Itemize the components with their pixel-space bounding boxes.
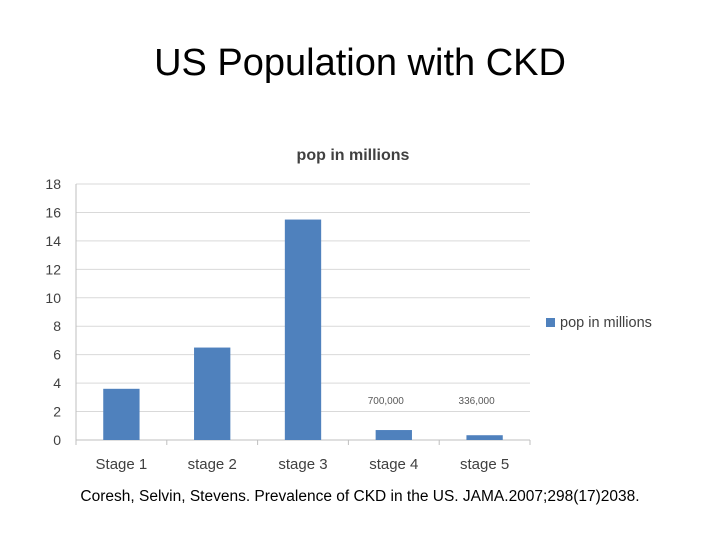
x-tick-label: Stage 1: [96, 456, 148, 473]
y-tick-label: 12: [45, 261, 61, 277]
annotation-label: 336,000: [459, 396, 496, 407]
y-tick-label: 8: [53, 318, 61, 334]
y-tick-label: 4: [53, 375, 61, 391]
legend-label: pop in millions: [560, 315, 652, 331]
chart-title: pop in millions: [297, 147, 410, 164]
x-tick-label: stage 2: [188, 456, 237, 473]
x-tick-label: stage 4: [369, 456, 418, 473]
y-tick-label: 18: [45, 176, 61, 192]
bar-stage-5: [466, 435, 503, 440]
chart-container: pop in millions 0 2 4 6 8 10 12 14 16 18 Stage 1 sta…: [36, 132, 686, 482]
slide-title: US Population with CKD: [154, 42, 566, 84]
legend-swatch: [546, 318, 555, 327]
bar-stage-4: [375, 430, 412, 440]
y-tick-label: 2: [53, 404, 61, 420]
x-tick-label: stage 5: [460, 456, 509, 473]
x-tick-label: stage 3: [278, 456, 327, 473]
y-tick-label: 16: [45, 204, 61, 220]
y-tick-label: 10: [45, 290, 61, 306]
y-tick-label: 14: [45, 233, 61, 249]
annotation-label: 700,000: [368, 396, 405, 407]
bar-chart: pop in millions 0 2 4 6 8 10 12 14 16 18 Stage 1 sta…: [45, 147, 652, 473]
citation: Coresh, Selvin, Stevens. Prevalence of C…: [80, 488, 640, 505]
bar-stage-2: [194, 347, 231, 440]
bar-stage-3: [284, 219, 322, 440]
bar-stage-1: [103, 388, 140, 440]
y-tick-label: 0: [53, 432, 61, 448]
y-tick-label: 6: [53, 347, 61, 363]
